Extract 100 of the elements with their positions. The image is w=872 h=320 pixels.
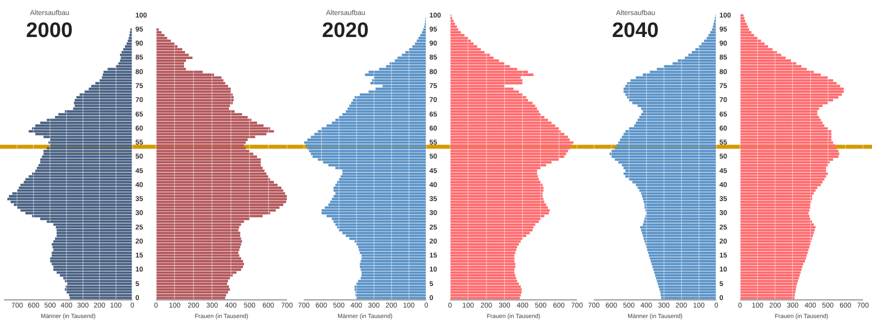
bar xyxy=(658,285,716,288)
bar xyxy=(740,22,747,26)
bar xyxy=(450,104,536,108)
bar xyxy=(450,34,465,36)
bar xyxy=(647,248,716,252)
bar xyxy=(334,195,426,198)
bar xyxy=(338,116,426,118)
bar xyxy=(352,98,426,102)
bar xyxy=(156,260,244,262)
bar xyxy=(620,138,716,141)
bar xyxy=(156,262,244,266)
bar xyxy=(450,178,539,181)
bar xyxy=(156,40,171,42)
bar xyxy=(450,262,516,266)
bar xyxy=(416,40,426,42)
bar xyxy=(66,291,132,294)
bar xyxy=(35,124,132,127)
bar xyxy=(740,170,826,172)
bar xyxy=(740,274,800,277)
bar xyxy=(156,243,242,246)
bar xyxy=(740,40,762,42)
bar xyxy=(450,282,519,286)
bar xyxy=(46,147,132,150)
bar xyxy=(156,152,254,156)
bar xyxy=(20,209,132,212)
bar xyxy=(354,285,426,288)
bar xyxy=(360,252,426,254)
bar xyxy=(740,130,832,132)
bar xyxy=(450,127,559,130)
bar xyxy=(450,294,521,296)
bar xyxy=(348,107,426,110)
bar xyxy=(156,96,234,99)
bar xyxy=(156,48,182,51)
bar xyxy=(740,152,840,156)
bar xyxy=(625,170,716,172)
bar xyxy=(740,113,818,116)
bar xyxy=(12,192,132,195)
bar xyxy=(740,218,810,220)
bar xyxy=(646,246,716,248)
bar xyxy=(330,200,426,204)
bar xyxy=(618,161,716,164)
bar xyxy=(740,172,828,175)
bar xyxy=(450,291,522,294)
bar xyxy=(740,96,838,99)
bar xyxy=(450,122,552,124)
bar xyxy=(740,268,802,271)
bar xyxy=(156,257,242,260)
bar xyxy=(740,161,830,164)
bar xyxy=(624,90,716,93)
bar xyxy=(740,266,802,268)
bar xyxy=(450,234,526,238)
bar xyxy=(450,220,539,223)
bar xyxy=(156,248,240,252)
bar xyxy=(450,113,541,116)
bar xyxy=(314,132,426,136)
bar xyxy=(355,291,426,294)
bar xyxy=(32,127,132,130)
bar xyxy=(156,234,240,238)
chart-title: 2000 xyxy=(26,19,73,43)
bar xyxy=(156,130,274,132)
bar xyxy=(450,206,548,209)
bar xyxy=(740,228,815,232)
bar xyxy=(740,124,824,127)
bar xyxy=(653,268,716,271)
bar xyxy=(450,228,533,232)
bar xyxy=(337,180,426,184)
bar xyxy=(312,156,426,158)
bar xyxy=(636,122,716,124)
bar xyxy=(708,34,716,36)
bar xyxy=(318,130,426,132)
bar xyxy=(332,198,426,200)
bar xyxy=(740,260,806,262)
bar xyxy=(321,127,426,130)
bar xyxy=(450,198,544,200)
bar xyxy=(625,84,716,88)
bar xyxy=(450,271,514,274)
bar xyxy=(740,237,812,240)
bar xyxy=(53,248,132,252)
bar xyxy=(108,68,132,70)
bar xyxy=(450,212,549,214)
bar xyxy=(63,277,132,280)
bar xyxy=(644,204,716,206)
bar xyxy=(56,226,132,229)
bar xyxy=(123,48,132,51)
bar xyxy=(349,237,426,240)
bar xyxy=(740,90,844,93)
bar xyxy=(450,248,516,252)
chart-title: 2020 xyxy=(322,19,369,43)
bar xyxy=(712,26,716,28)
bar xyxy=(156,31,162,34)
bar xyxy=(740,186,818,189)
bar xyxy=(156,192,286,195)
bar xyxy=(740,294,795,296)
bar xyxy=(624,132,716,136)
bar xyxy=(740,206,810,209)
bar xyxy=(156,98,234,102)
bar xyxy=(450,42,474,45)
bar xyxy=(156,62,184,65)
bar xyxy=(365,74,426,76)
bar xyxy=(450,246,518,248)
